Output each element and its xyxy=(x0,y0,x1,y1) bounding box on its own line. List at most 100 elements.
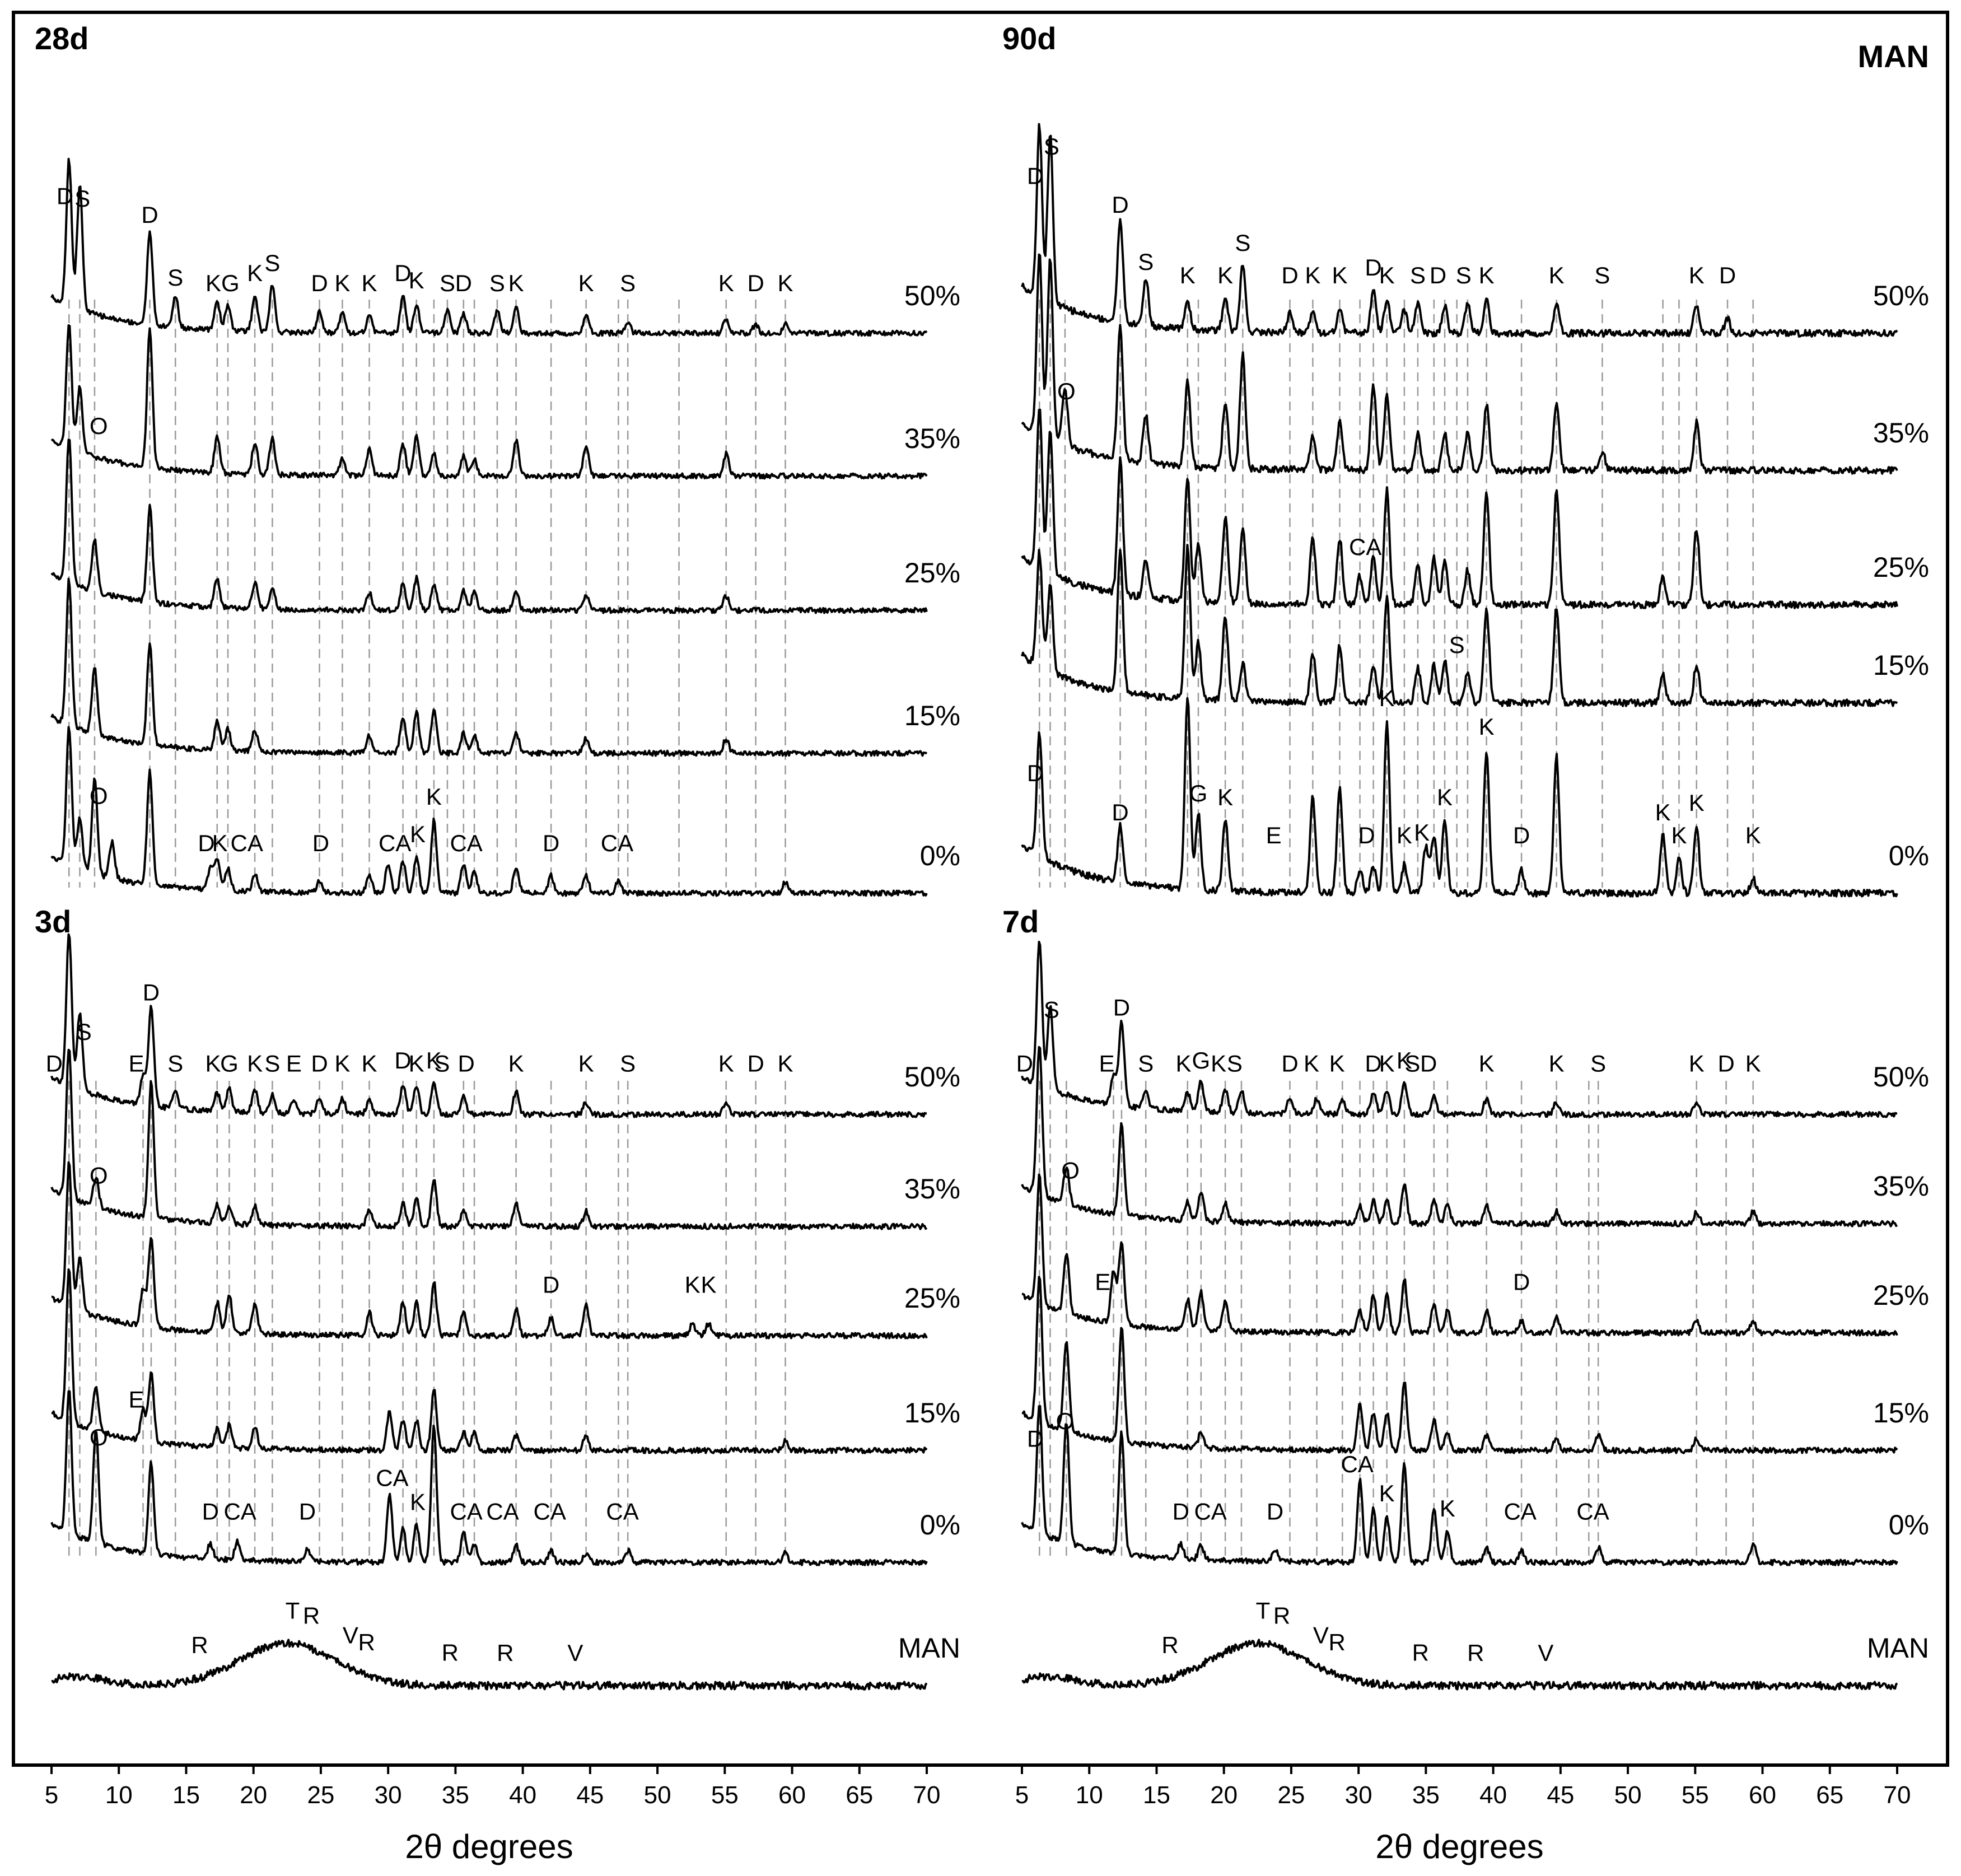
peak-label: D xyxy=(1112,799,1128,825)
trace-7d-50% xyxy=(1021,940,1898,1118)
x-tick-label: 70 xyxy=(913,1781,941,1809)
peak-label: D xyxy=(311,1050,328,1076)
peak-label: G xyxy=(1189,780,1208,806)
peak-label: CA xyxy=(450,1498,482,1524)
peak-label: R xyxy=(358,1629,375,1655)
peak-label: K xyxy=(1379,1050,1395,1076)
peak-label: S xyxy=(1456,262,1472,288)
series-label: 15% xyxy=(904,1397,960,1429)
peak-label: K xyxy=(1437,784,1453,810)
series-label: 0% xyxy=(1889,1509,1929,1541)
peak-label: K xyxy=(1217,784,1233,810)
peak-label: E xyxy=(1266,822,1282,848)
peak-label: T xyxy=(1256,1598,1271,1624)
peak-label: R xyxy=(191,1632,208,1658)
peak-label: D xyxy=(1027,163,1044,189)
peak-label: CA xyxy=(223,1498,256,1524)
panel-title-90d: 90d xyxy=(1002,21,1057,56)
peak-label: K xyxy=(1549,1050,1565,1076)
peak-label: S xyxy=(1138,1050,1154,1076)
peak-label: R xyxy=(497,1640,513,1666)
peak-label: K xyxy=(718,270,734,296)
peak-label: D xyxy=(1027,1425,1044,1452)
peak-label: S xyxy=(1449,632,1465,658)
peak-label: E xyxy=(128,1050,144,1076)
peak-label: K xyxy=(1549,262,1565,288)
x-tick-label: 20 xyxy=(1210,1781,1238,1809)
peak-label: CA xyxy=(230,830,263,856)
peak-label: D xyxy=(299,1498,316,1524)
trace-28d-25% xyxy=(50,438,928,614)
man-global-label: MAN xyxy=(1857,39,1929,74)
trace-90d-15% xyxy=(1021,544,1898,707)
peak-label: D xyxy=(1717,1050,1734,1076)
peak-label: D xyxy=(57,183,73,209)
x-tick-label: 5 xyxy=(1015,1781,1029,1809)
peak-label: D xyxy=(1027,760,1044,786)
peak-label: S xyxy=(1594,262,1610,288)
x-tick-label: 5 xyxy=(45,1781,58,1809)
peak-label: R xyxy=(1329,1629,1346,1655)
peak-label: K xyxy=(426,783,442,810)
peak-label: CA xyxy=(534,1498,566,1524)
peak-label: CA xyxy=(601,830,633,856)
peak-label: S xyxy=(1138,249,1154,275)
peak-label: D xyxy=(1420,1050,1437,1076)
peak-label: K xyxy=(247,1050,263,1076)
series-label: 50% xyxy=(1873,1061,1929,1093)
peak-label: K xyxy=(1217,262,1233,288)
peak-label: S xyxy=(434,1050,450,1076)
x-axis-title: 2θ degrees xyxy=(405,1828,573,1865)
peak-label: S xyxy=(167,1050,183,1076)
x-tick-label: 60 xyxy=(1749,1781,1776,1809)
peak-label: S xyxy=(1044,997,1059,1023)
x-tick-label: 25 xyxy=(1277,1781,1305,1809)
peak-label: CA xyxy=(1576,1498,1609,1524)
peak-label: D xyxy=(311,270,328,296)
peak-label: V xyxy=(1313,1622,1329,1649)
series-label: 15% xyxy=(1873,1397,1929,1429)
peak-label: K xyxy=(685,1271,701,1298)
peak-label: S xyxy=(1235,230,1250,256)
peak-label: K xyxy=(247,260,263,286)
peak-label: CA xyxy=(1194,1498,1226,1524)
peak-label: K xyxy=(1180,262,1196,288)
peak-label: D xyxy=(1513,822,1530,848)
trace-7d-0% xyxy=(1021,1405,1898,1566)
x-tick-label: 35 xyxy=(1412,1781,1440,1809)
peak-label: K xyxy=(410,1488,426,1515)
peak-label: S xyxy=(167,264,183,291)
peak-label: K xyxy=(426,1047,442,1074)
series-label: 35% xyxy=(1873,417,1929,449)
peak-label: D xyxy=(198,830,214,856)
peak-label: D xyxy=(543,1271,559,1298)
trace-3d-15% xyxy=(51,1268,928,1454)
trace-90d-35% xyxy=(1021,253,1898,475)
peak-label: S xyxy=(620,270,636,296)
trace-28d-35% xyxy=(50,324,928,480)
trace-3d-0% xyxy=(50,1390,928,1566)
peak-label: D xyxy=(394,260,411,286)
trace-90d-25% xyxy=(1021,408,1898,609)
trace-3d-25% xyxy=(51,1161,928,1340)
peak-label: K xyxy=(1479,1050,1495,1076)
peak-label: D xyxy=(455,270,472,296)
peak-label: R xyxy=(1467,1640,1484,1666)
x-tick-label: 45 xyxy=(1547,1781,1574,1809)
peak-label: CA xyxy=(379,830,411,856)
peak-label: K xyxy=(1379,685,1395,711)
peak-label: S xyxy=(76,1019,92,1045)
peak-label: K xyxy=(1414,819,1430,846)
peak-label: S xyxy=(1044,133,1059,160)
x-tick-label: 15 xyxy=(1143,1781,1170,1809)
peak-label: K xyxy=(778,1050,793,1076)
peak-label: K xyxy=(410,821,426,847)
peak-label: K xyxy=(1176,1050,1192,1076)
peak-label: D xyxy=(394,1047,411,1074)
peak-label: K xyxy=(1671,822,1687,848)
peak-label: CA xyxy=(486,1498,519,1524)
peak-label: K xyxy=(1397,822,1412,848)
trace-3d-MAN xyxy=(51,1639,928,1691)
peak-label: E xyxy=(1099,1050,1114,1076)
